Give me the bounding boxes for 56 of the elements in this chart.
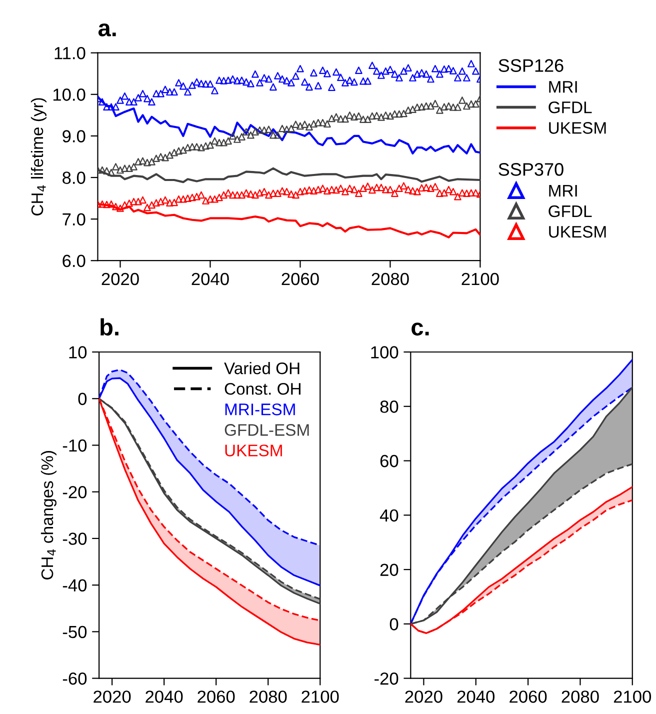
x-tick-label: 2040 — [146, 690, 183, 703]
y-tick-label: 9.0 — [62, 130, 86, 142]
legend-label: Const. OH — [224, 382, 300, 395]
chart-title: b. — [100, 318, 118, 336]
y-axis-title: CH$_{4}$ changes (%) — [40, 451, 56, 580]
y-tick-label: 7.0 — [62, 213, 86, 226]
x-tick-label: 2100 — [614, 690, 652, 703]
y-tick-label: 60 — [380, 454, 398, 468]
x-tick-label: 2080 — [372, 272, 409, 286]
text: GFDL-ESM — [224, 424, 309, 436]
text: MRI-ESM — [225, 404, 295, 416]
x-tick-label: 2020 — [94, 690, 131, 703]
y-tick-label: -20 — [374, 672, 398, 685]
x-tick-label: 2080 — [562, 690, 599, 703]
x-tick-label: 2100 — [302, 690, 339, 703]
y-axis-title: CH$_{4}$ lifetime (yr) — [30, 98, 46, 216]
chart-title: c. — [412, 322, 429, 336]
x-tick-label: 2040 — [457, 690, 495, 703]
y-tick-label: 80 — [380, 400, 398, 413]
x-tick-label: 2060 — [510, 690, 547, 703]
chart-title: a. — [98, 23, 116, 36]
legend-label: UKESM — [549, 122, 606, 134]
x-tick-label: 2060 — [198, 690, 235, 703]
y-tick-label: 8.0 — [62, 172, 86, 184]
y-tick-label: 40 — [380, 509, 398, 522]
x-tick-label: 2040 — [192, 272, 229, 286]
line-series — [98, 96, 480, 154]
legend-label: Varied OH — [224, 362, 300, 374]
y-tick-label: -50 — [62, 626, 87, 638]
y-tick-label: -40 — [62, 579, 87, 592]
y-tick-label: 10.0 — [53, 88, 86, 101]
x-tick-label: 2020 — [405, 690, 442, 703]
y-tick-label: -10 — [62, 439, 87, 452]
y-tick-label: 0 — [78, 392, 87, 406]
x-tick-label: 2080 — [250, 690, 287, 703]
text: UKESM — [225, 444, 282, 456]
x-tick-label: 2060 — [282, 272, 319, 286]
y-tick-label: 0 — [390, 618, 398, 630]
legend-label: UKESM — [549, 226, 606, 238]
x-tick-label: 2020 — [102, 272, 139, 286]
legend-label: GFDL — [548, 101, 592, 114]
legend-label: GFDL — [548, 205, 592, 218]
legend-label: MRI — [549, 185, 577, 196]
y-tick-label: 20 — [380, 564, 398, 576]
text: SSP126 — [498, 59, 564, 72]
y-tick-label: 11.0 — [54, 47, 86, 60]
text: SSP370 — [498, 163, 564, 176]
legend-label: MRI — [549, 81, 577, 93]
y-tick-label: 100 — [371, 346, 398, 358]
y-tick-label: -30 — [62, 532, 87, 545]
x-tick-label: 2100 — [462, 272, 499, 286]
line-series — [98, 167, 480, 184]
y-tick-label: 6.0 — [62, 254, 86, 268]
y-tick-label: -60 — [62, 672, 87, 685]
y-tick-label: 10 — [69, 346, 87, 358]
y-tick-label: -20 — [62, 486, 87, 498]
